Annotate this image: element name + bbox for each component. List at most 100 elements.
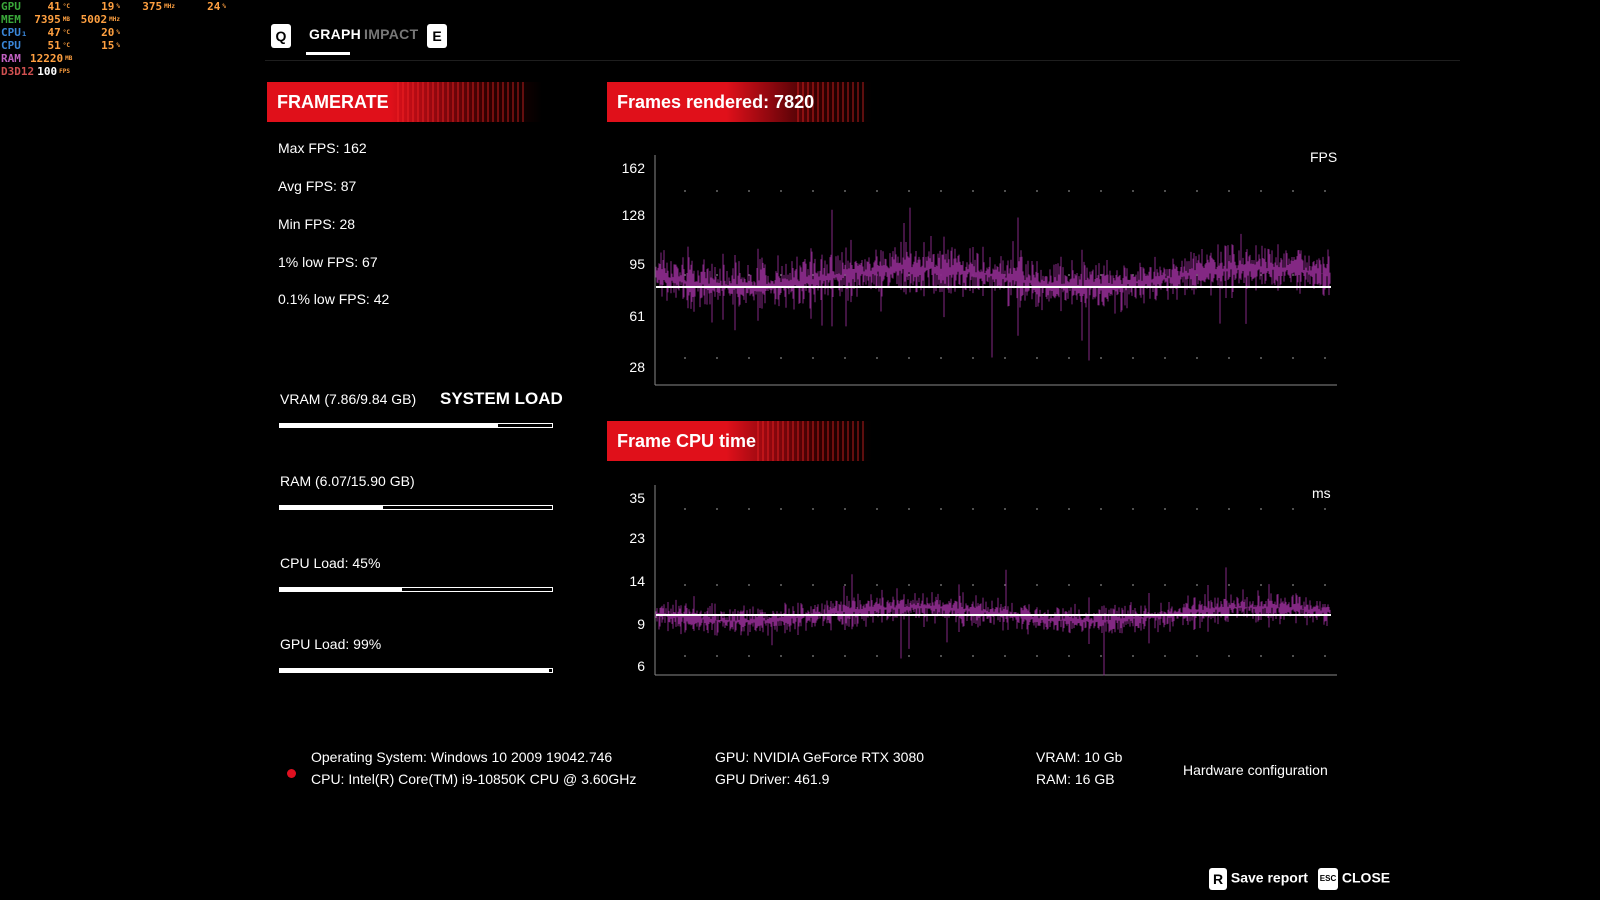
grid-dot bbox=[908, 190, 910, 192]
grid-dot bbox=[716, 274, 718, 276]
overlay-number: 24 bbox=[207, 0, 221, 13]
overlay-value: 7395 MB bbox=[30, 13, 70, 26]
grid-dot bbox=[1132, 584, 1134, 586]
grid-dot bbox=[1260, 584, 1262, 586]
ram-bar bbox=[279, 505, 553, 510]
grid-dot bbox=[780, 190, 782, 192]
grid-dot bbox=[1132, 357, 1134, 359]
grid-dot bbox=[1036, 584, 1038, 586]
overlay-label: MEM bbox=[1, 13, 21, 26]
grid-dot bbox=[972, 584, 974, 586]
grid-dot bbox=[716, 508, 718, 510]
overlay-value: 5002 MHz bbox=[80, 13, 120, 26]
overlay-unit: MHz bbox=[109, 16, 120, 23]
grid-dot bbox=[1132, 655, 1134, 657]
next-tab-key[interactable]: E bbox=[427, 24, 447, 48]
fps-chart: 162 128 95 61 28 FPS bbox=[600, 140, 1340, 390]
grid-dot bbox=[1292, 584, 1294, 586]
gpu-driver-info: GPU Driver: 461.9 bbox=[715, 771, 830, 787]
grid-dot bbox=[1100, 357, 1102, 359]
grid-dot bbox=[844, 508, 846, 510]
grid-dot bbox=[1260, 357, 1262, 359]
grid-dot bbox=[1164, 584, 1166, 586]
overlay-value: 19% bbox=[80, 0, 120, 13]
grid-dot bbox=[1004, 655, 1006, 657]
overlay-value: 20% bbox=[80, 26, 120, 39]
grid-dot bbox=[1228, 357, 1230, 359]
save-report-button[interactable]: R Save report bbox=[1209, 868, 1308, 890]
grid-dot bbox=[748, 508, 750, 510]
overlay-unit: % bbox=[116, 42, 120, 49]
grid-dot bbox=[908, 357, 910, 359]
grid-dot bbox=[1260, 274, 1262, 276]
overlay-value: 24% bbox=[186, 0, 226, 13]
stat-avg-fps: Avg FPS: 87 bbox=[278, 178, 357, 194]
overlay-unit: % bbox=[116, 29, 120, 36]
grid-dot bbox=[1036, 508, 1038, 510]
overlay-value: 15% bbox=[80, 39, 120, 52]
grid-dot bbox=[684, 655, 686, 657]
cpu-info: CPU: Intel(R) Core(TM) i9-10850K CPU @ 3… bbox=[311, 771, 637, 787]
grid-dot bbox=[940, 190, 942, 192]
grid-dot bbox=[1324, 655, 1326, 657]
grid-dot bbox=[748, 190, 750, 192]
grid-dot bbox=[1292, 274, 1294, 276]
grid-dot bbox=[684, 274, 686, 276]
frame-cpu-time-header: Frame CPU time bbox=[607, 421, 872, 461]
active-tab-underline bbox=[306, 52, 350, 55]
y-tick-label: 95 bbox=[629, 256, 645, 272]
overlay-unit: °C bbox=[62, 29, 70, 36]
tab-graph[interactable]: GRAPH bbox=[309, 26, 362, 42]
overlay-value: 41 °C bbox=[30, 0, 70, 13]
overlay-value: 375 MHz bbox=[130, 0, 175, 13]
overlay-number: 5002 bbox=[80, 13, 108, 26]
grid-dot bbox=[780, 508, 782, 510]
grid-dot bbox=[812, 584, 814, 586]
overlay-unit: °C bbox=[62, 3, 70, 10]
frames-rendered-header: Frames rendered: 7820 bbox=[607, 82, 872, 122]
overlay-unit: % bbox=[222, 3, 226, 10]
tab-divider bbox=[265, 60, 1460, 61]
overlay-number: 375 bbox=[142, 0, 163, 13]
grid-dot bbox=[1036, 190, 1038, 192]
ram-info: RAM: 16 GB bbox=[1036, 771, 1115, 787]
grid-dot bbox=[1036, 655, 1038, 657]
overlay-number: 41 bbox=[47, 0, 61, 13]
overlay-label: D3D12 bbox=[1, 65, 35, 78]
grid-dot bbox=[748, 274, 750, 276]
overlay-number: 19 bbox=[101, 0, 115, 13]
tab-impact[interactable]: IMPACT bbox=[364, 26, 419, 42]
grid-dot bbox=[1068, 508, 1070, 510]
overlay-label: GPU bbox=[1, 0, 21, 13]
y-tick-label: 28 bbox=[629, 359, 645, 375]
grid-dot bbox=[940, 584, 942, 586]
grid-dot bbox=[1100, 655, 1102, 657]
overlay-number: 47 bbox=[47, 26, 61, 39]
grid-dot bbox=[940, 508, 942, 510]
grid-dot bbox=[1260, 190, 1262, 192]
r-key-icon: R bbox=[1209, 868, 1227, 890]
os-cpu-info: Operating System: Windows 10 2009 19042.… bbox=[311, 746, 636, 790]
grid-dot bbox=[844, 190, 846, 192]
y-tick-label: 128 bbox=[622, 207, 646, 223]
grid-dot bbox=[876, 508, 878, 510]
grid-dot bbox=[1164, 508, 1166, 510]
overlay-label: RAM bbox=[1, 52, 21, 65]
close-button[interactable]: ESC CLOSE bbox=[1318, 868, 1390, 890]
grid-dot bbox=[1324, 508, 1326, 510]
overlay-number: 15 bbox=[101, 39, 115, 52]
grid-dot bbox=[1292, 508, 1294, 510]
prev-tab-key[interactable]: Q bbox=[271, 24, 291, 48]
grid-dot bbox=[716, 357, 718, 359]
overlay-unit: °C bbox=[62, 42, 70, 49]
grid-dot bbox=[1228, 190, 1230, 192]
grid-dot bbox=[684, 190, 686, 192]
grid-dot bbox=[1068, 190, 1070, 192]
grid-dot bbox=[1196, 655, 1198, 657]
grid-dot bbox=[780, 584, 782, 586]
grid-dot bbox=[1004, 508, 1006, 510]
grid-dot bbox=[940, 655, 942, 657]
memory-info-block: VRAM: 10 Gb RAM: 16 GB bbox=[1036, 746, 1122, 790]
gpu-info: GPU: NVIDIA GeForce RTX 3080 bbox=[715, 749, 925, 765]
esc-key-icon: ESC bbox=[1318, 868, 1338, 890]
